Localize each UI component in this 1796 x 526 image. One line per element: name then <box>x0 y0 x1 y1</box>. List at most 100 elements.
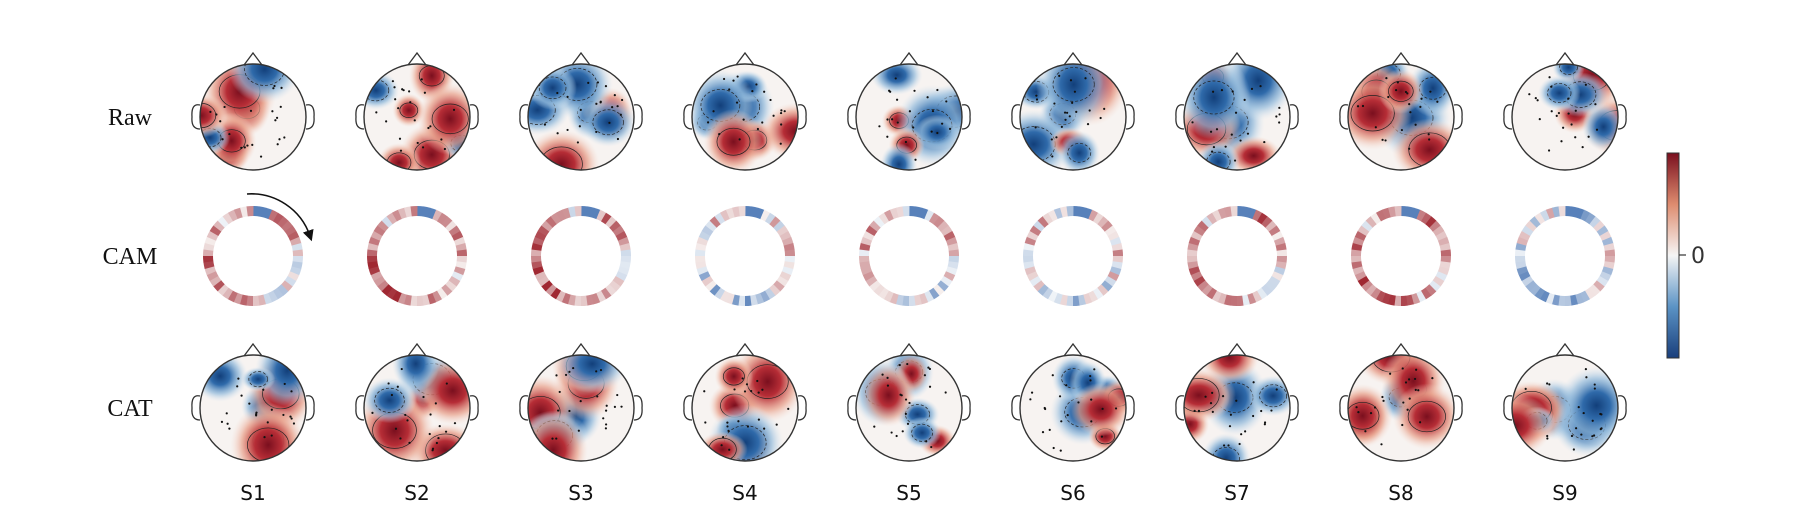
ring-segment <box>1558 206 1566 217</box>
ring-segment <box>531 255 542 263</box>
ring-segment <box>884 209 895 222</box>
contour-line <box>722 367 745 386</box>
ring-segment <box>427 207 437 220</box>
sensor-dot <box>1275 115 1278 118</box>
sensor-dot <box>1230 133 1233 136</box>
contour-line <box>1259 384 1287 408</box>
sensor-dot <box>1263 421 1267 424</box>
head-outline <box>363 354 471 462</box>
topomap-cat-s8 <box>1339 342 1463 462</box>
positive-region <box>1199 355 1259 384</box>
ring-segment <box>696 265 709 276</box>
sensor-dot <box>1572 448 1575 451</box>
ring-segment <box>1388 206 1397 218</box>
head-outline <box>1511 63 1619 171</box>
sensor-dot <box>1404 381 1408 384</box>
ring-segment <box>1529 284 1541 296</box>
ring-segment <box>568 206 577 218</box>
sensor-dot <box>421 146 425 149</box>
ring-segment <box>709 216 721 228</box>
topomap-raw-s5 <box>847 51 971 171</box>
sensor-dot <box>1550 85 1553 88</box>
ring-segment <box>448 276 461 287</box>
topomap-field <box>1184 64 1290 170</box>
ring-segment <box>1217 292 1227 305</box>
ring-segment <box>1060 206 1069 218</box>
topomap-cat-s1 <box>191 342 315 462</box>
sensor-dot <box>1055 136 1058 139</box>
ring-segment <box>292 249 304 257</box>
ring-segment <box>1425 216 1437 228</box>
ring-segment <box>1276 249 1288 257</box>
topomap-field <box>364 64 470 170</box>
ring-segment <box>947 243 959 252</box>
ring-segment <box>609 220 621 232</box>
ring-segment <box>1437 266 1450 276</box>
sensor-dot <box>1259 85 1262 88</box>
ring-segment <box>695 260 707 269</box>
sensor-dot <box>1220 89 1224 92</box>
ring-segment <box>1604 256 1615 264</box>
sensor-dot <box>945 100 948 103</box>
sensor-dot <box>1221 395 1225 398</box>
ring-segment <box>1188 265 1201 276</box>
ring-segment <box>204 236 217 246</box>
sensor-dot <box>1381 395 1384 399</box>
ring-segment <box>268 209 279 222</box>
sensor-dot <box>1417 389 1420 392</box>
ring-segment <box>1073 206 1081 217</box>
negative-region <box>364 377 417 424</box>
subject-label-s5: S5 <box>896 481 921 505</box>
ring-segment <box>1029 275 1042 287</box>
ring-segment <box>1101 220 1113 232</box>
topomap-cat-s4 <box>683 342 807 462</box>
sensor-dot <box>1550 110 1553 113</box>
sensor-dot <box>1408 103 1411 106</box>
sensor-dot <box>1418 421 1422 424</box>
ring-segment <box>591 207 601 220</box>
sensor-dot <box>1555 114 1558 117</box>
sensor-dot <box>1211 410 1214 413</box>
nose-outline <box>407 342 427 357</box>
sensor-dot <box>1577 405 1580 409</box>
ring-segment <box>1271 271 1284 282</box>
sensor-dot <box>928 367 932 371</box>
sensor-dot <box>1197 409 1201 412</box>
topomap-cat-s5 <box>847 342 971 462</box>
sensor-dot <box>1068 115 1071 118</box>
sensor-dot <box>927 366 930 369</box>
ring-segment <box>1257 212 1268 225</box>
sensor-dot <box>1574 109 1577 112</box>
sensor-dot <box>878 125 881 128</box>
sensor-dot <box>262 388 265 391</box>
negative-region <box>241 366 276 392</box>
ring-segment <box>1599 231 1612 242</box>
sensor-dot <box>703 390 706 393</box>
sensor-dot <box>1538 118 1541 121</box>
ear-outline <box>1125 104 1135 130</box>
ring-segment <box>615 231 628 242</box>
ring-segment <box>1273 236 1286 247</box>
ring-segment <box>615 271 628 282</box>
ring-segment <box>784 256 795 264</box>
sensor-dot <box>1408 397 1411 400</box>
sensor-dot <box>1580 433 1583 436</box>
nose-outline <box>735 342 755 357</box>
ring-segment <box>1112 256 1123 264</box>
ring-segment <box>878 287 889 300</box>
sensor-dot <box>1233 159 1237 162</box>
sensor-dot <box>1211 391 1214 394</box>
ring-segment <box>456 256 467 264</box>
sensor-dot <box>888 89 891 92</box>
ring-segment <box>204 265 217 276</box>
ring-segment <box>1539 290 1550 303</box>
ring-segment <box>289 266 302 276</box>
sensor-dot <box>1592 434 1596 437</box>
sensor-dot <box>396 385 399 388</box>
ring-segment <box>1516 265 1529 276</box>
sensor-dot <box>1204 395 1207 398</box>
sensor-dot <box>427 126 430 130</box>
head-outline <box>363 63 471 171</box>
sensor-dot <box>243 146 246 149</box>
sensor-dot <box>423 91 426 94</box>
